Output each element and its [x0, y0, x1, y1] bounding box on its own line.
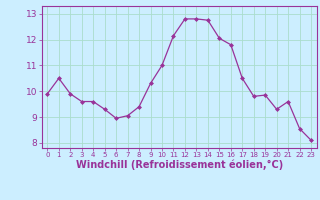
X-axis label: Windchill (Refroidissement éolien,°C): Windchill (Refroidissement éolien,°C) [76, 160, 283, 170]
